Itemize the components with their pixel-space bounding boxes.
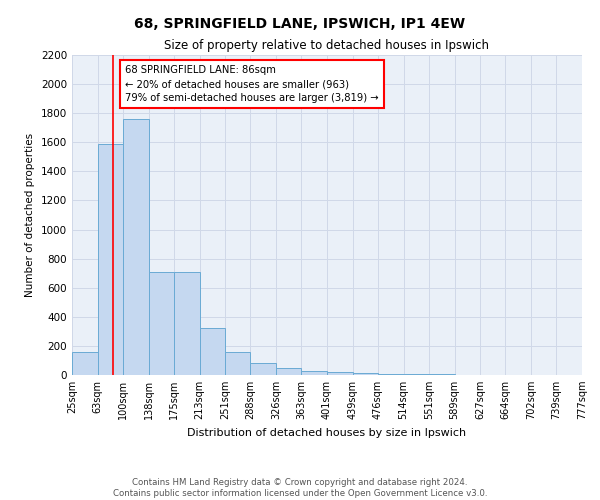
- Bar: [123, 119, 149, 375]
- Bar: [149, 272, 174, 375]
- X-axis label: Distribution of detached houses by size in Ipswich: Distribution of detached houses by size …: [187, 428, 467, 438]
- Bar: [174, 272, 199, 375]
- Bar: [72, 352, 98, 375]
- Bar: [404, 374, 429, 375]
- Bar: [353, 374, 378, 375]
- Bar: [250, 362, 276, 375]
- Text: 68 SPRINGFIELD LANE: 86sqm
← 20% of detached houses are smaller (963)
79% of sem: 68 SPRINGFIELD LANE: 86sqm ← 20% of deta…: [125, 65, 379, 103]
- Bar: [301, 372, 327, 375]
- Bar: [327, 372, 353, 375]
- Bar: [199, 328, 225, 375]
- Bar: [225, 352, 250, 375]
- Bar: [276, 368, 301, 375]
- Text: Contains HM Land Registry data © Crown copyright and database right 2024.
Contai: Contains HM Land Registry data © Crown c…: [113, 478, 487, 498]
- Bar: [429, 374, 455, 375]
- Bar: [98, 144, 123, 375]
- Text: 68, SPRINGFIELD LANE, IPSWICH, IP1 4EW: 68, SPRINGFIELD LANE, IPSWICH, IP1 4EW: [134, 18, 466, 32]
- Y-axis label: Number of detached properties: Number of detached properties: [25, 133, 35, 297]
- Title: Size of property relative to detached houses in Ipswich: Size of property relative to detached ho…: [164, 40, 490, 52]
- Bar: [378, 374, 404, 375]
